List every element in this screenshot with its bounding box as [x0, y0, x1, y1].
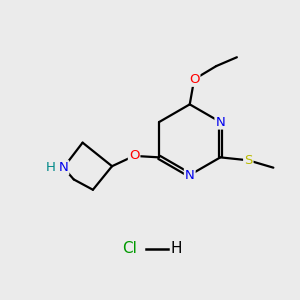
Text: H: H — [171, 241, 182, 256]
Text: N: N — [185, 169, 195, 182]
Text: N: N — [215, 116, 225, 128]
Text: O: O — [189, 73, 200, 86]
Text: Cl: Cl — [122, 241, 137, 256]
Text: N: N — [58, 161, 68, 174]
Text: S: S — [244, 154, 253, 167]
Text: O: O — [129, 149, 140, 162]
Text: H: H — [45, 161, 55, 174]
